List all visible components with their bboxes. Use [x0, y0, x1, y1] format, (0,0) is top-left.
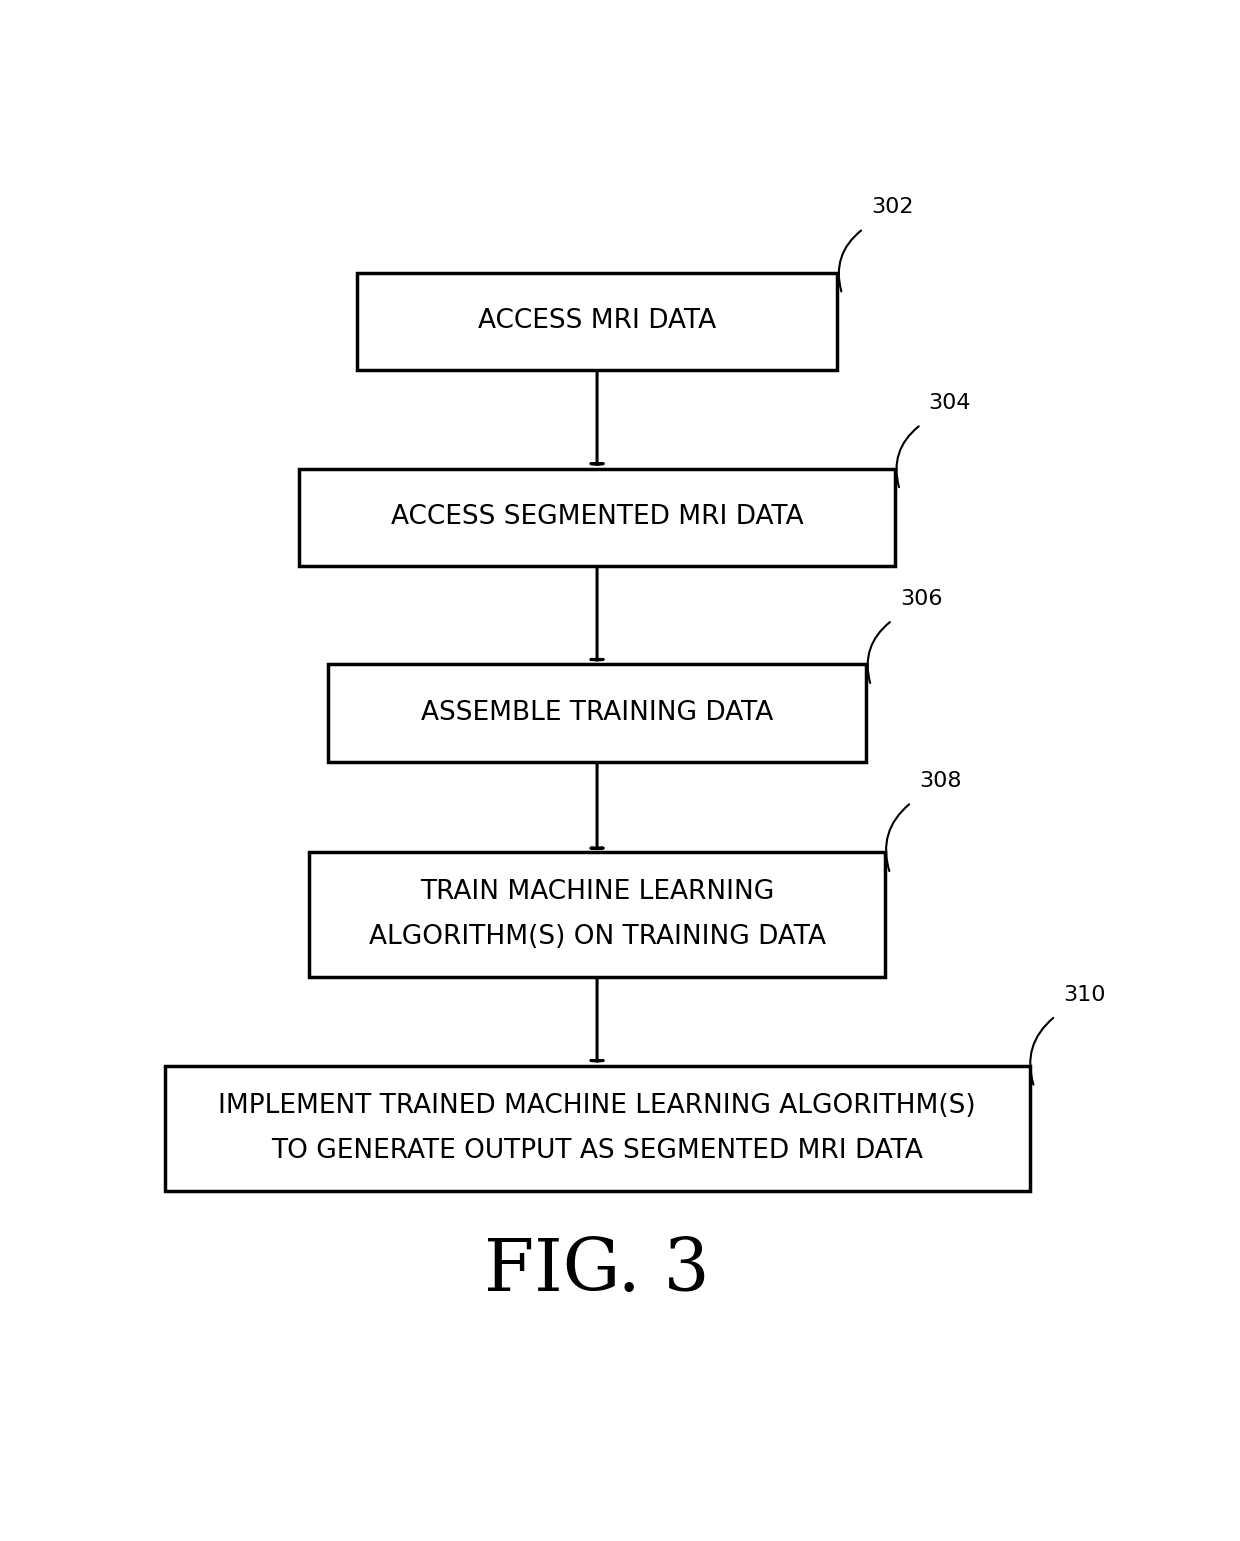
Text: TRAIN MACHINE LEARNING: TRAIN MACHINE LEARNING — [420, 878, 774, 905]
Text: ALGORITHM(S) ON TRAINING DATA: ALGORITHM(S) ON TRAINING DATA — [368, 925, 826, 951]
Text: FIG. 3: FIG. 3 — [485, 1236, 709, 1305]
Text: TO GENERATE OUTPUT AS SEGMENTED MRI DATA: TO GENERATE OUTPUT AS SEGMENTED MRI DATA — [272, 1137, 923, 1163]
Text: 304: 304 — [929, 393, 971, 413]
Text: ACCESS MRI DATA: ACCESS MRI DATA — [477, 308, 717, 334]
FancyBboxPatch shape — [357, 273, 837, 370]
Text: ACCESS SEGMENTED MRI DATA: ACCESS SEGMENTED MRI DATA — [391, 504, 804, 530]
FancyBboxPatch shape — [327, 664, 866, 761]
Text: ASSEMBLE TRAINING DATA: ASSEMBLE TRAINING DATA — [420, 700, 774, 726]
Text: IMPLEMENT TRAINED MACHINE LEARNING ALGORITHM(S): IMPLEMENT TRAINED MACHINE LEARNING ALGOR… — [218, 1093, 976, 1119]
Text: 310: 310 — [1063, 985, 1106, 1005]
FancyBboxPatch shape — [165, 1066, 1029, 1191]
Text: 306: 306 — [900, 589, 942, 609]
Text: 302: 302 — [870, 197, 914, 217]
FancyBboxPatch shape — [299, 468, 895, 566]
Text: 308: 308 — [919, 770, 961, 791]
FancyBboxPatch shape — [309, 852, 885, 977]
